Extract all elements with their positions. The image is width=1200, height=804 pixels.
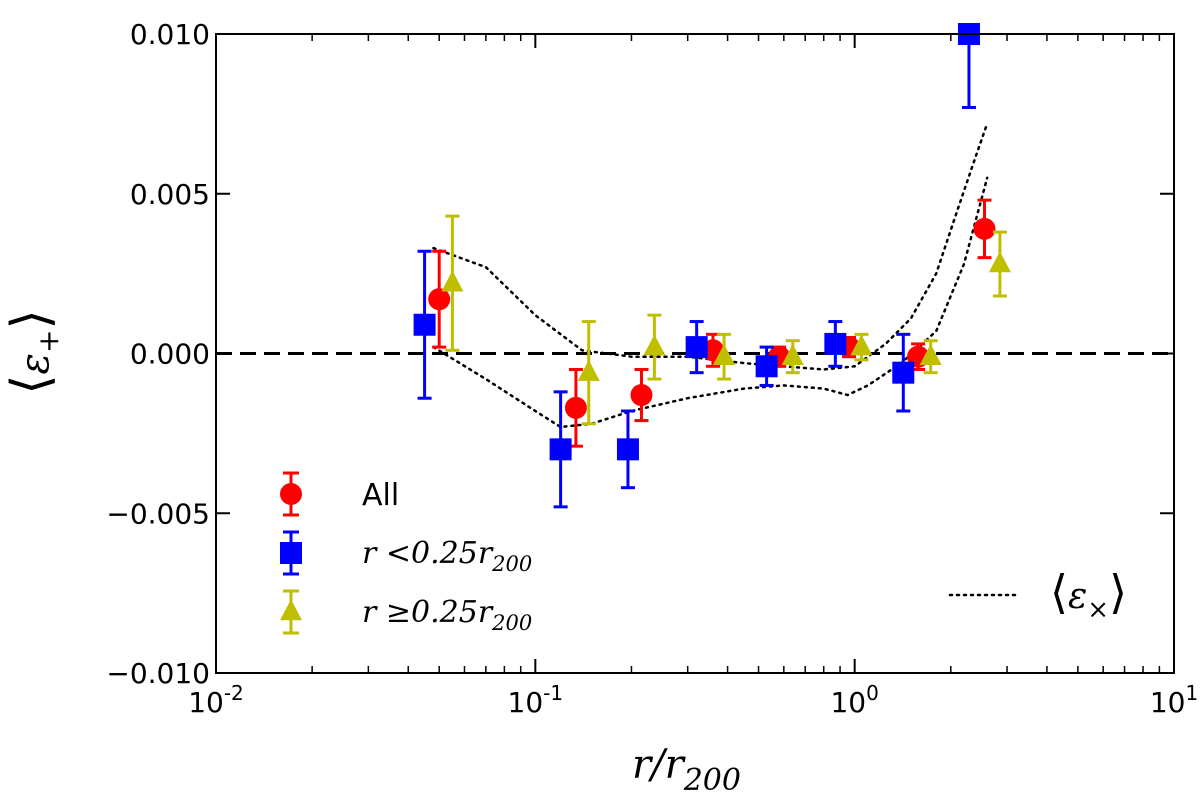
y-tick-label: −0.010	[106, 657, 210, 690]
data-point-triangle	[781, 344, 804, 365]
x-tick-label: 101	[1150, 681, 1198, 719]
plus-subscript: +	[32, 330, 65, 353]
data-point-circle	[630, 384, 653, 407]
epsilon-symbol: ε	[12, 353, 58, 374]
legend-math-operator: ≥	[376, 595, 411, 630]
legend-marker-circle	[280, 483, 302, 505]
y-axis-label: ⟨ε+⟩	[1, 309, 65, 395]
cross-band-upper-line	[432, 122, 989, 371]
x-tick-label: 10-2	[188, 681, 244, 719]
data-point-circle	[428, 288, 451, 311]
legend-math-operator: <	[376, 536, 411, 571]
legend-marker-triangle	[280, 599, 302, 621]
data-point-square	[549, 438, 572, 461]
data-point-square	[824, 332, 847, 355]
data-point-triangle	[850, 334, 873, 356]
x-axis-label: r/r200	[632, 742, 741, 798]
legend-math-term: 0.25r	[411, 536, 494, 571]
data-point-circle	[973, 217, 996, 240]
data-point-square	[616, 438, 639, 461]
data-point-triangle	[441, 270, 464, 292]
cross-band-lower-line	[432, 176, 989, 429]
x-tick-base: 10	[508, 686, 544, 719]
x-tick-exponent: -2	[224, 681, 244, 705]
y-tick-label: 0.005	[130, 178, 210, 211]
x-tick-base: 10	[830, 686, 866, 719]
legend-math-var: r	[362, 595, 378, 630]
legend-label: All	[362, 478, 399, 513]
legend-math-subscript: 200	[491, 611, 532, 635]
plot-area	[216, 23, 1174, 509]
legend-math-subscript: 200	[491, 552, 532, 576]
series-square	[413, 23, 980, 509]
legend-marker-square	[280, 542, 302, 564]
y-tick-label: −0.005	[106, 497, 210, 530]
legend-cross-label: ⟨ε×⟩	[1050, 565, 1127, 625]
x-tick-base: 10	[188, 686, 224, 719]
legend-math-var: r	[362, 536, 378, 571]
x-axis-label-subscript: 200	[683, 763, 741, 798]
y-tick-label: 0.010	[130, 18, 210, 51]
x-tick-exponent: 1	[1185, 681, 1198, 705]
data-point-triangle	[577, 360, 600, 381]
legend-label: r ≥0.25r200	[362, 595, 532, 635]
x-tick-exponent: 0	[866, 681, 879, 705]
data-point-square	[892, 361, 915, 384]
data-point-triangle	[713, 344, 736, 365]
data-point-triangle	[643, 334, 666, 356]
data-point-triangle	[919, 344, 942, 365]
legend-math-term: 0.25r	[411, 595, 494, 630]
bracket-open: ⟨	[1, 374, 61, 394]
x-tick-exponent: -1	[543, 681, 563, 705]
epsilon-symbol: ε	[1068, 576, 1087, 617]
series-circle	[428, 198, 996, 448]
bracket-close: ⟩	[1109, 565, 1127, 619]
data-point-circle	[564, 396, 587, 419]
x-tick-base: 10	[1150, 686, 1186, 719]
bracket-open: ⟨	[1050, 565, 1068, 619]
data-point-square	[413, 313, 436, 336]
series-triangle	[441, 214, 1011, 426]
bracket-close: ⟩	[1, 309, 61, 329]
x-tick-label: 100	[830, 681, 878, 719]
data-point-triangle	[988, 251, 1011, 273]
data-point-square	[755, 355, 778, 378]
x-axis-label-main: r/r	[632, 742, 687, 788]
data-point-square	[685, 336, 708, 359]
y-tick-label: 0.000	[130, 338, 210, 371]
x-tick-label: 10-1	[508, 681, 564, 719]
legend-label: r <0.25r200	[362, 536, 532, 576]
cross-subscript: ×	[1087, 595, 1109, 625]
